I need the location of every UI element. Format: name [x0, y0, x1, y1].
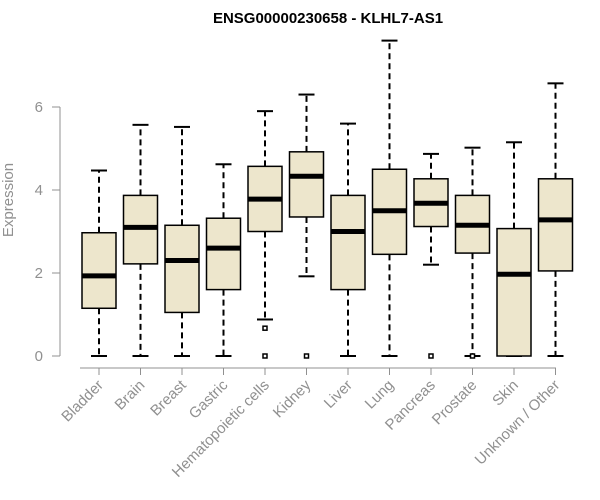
y-tick-label: 6 [35, 99, 43, 116]
x-tick-label: Prostate [429, 377, 481, 429]
box-group [247, 110, 283, 359]
box-iqr [496, 227, 532, 357]
x-tick-label: Breast [147, 376, 190, 419]
box-group [537, 82, 574, 357]
outlier-point [428, 353, 434, 359]
box-iqr [81, 231, 117, 310]
box-group [413, 152, 449, 359]
box-group [122, 123, 159, 357]
x-tick-label: Bladder [58, 377, 107, 426]
box-iqr [288, 151, 325, 218]
x-tick-label: Liver [321, 377, 356, 412]
y-tick-label: 0 [35, 348, 43, 365]
box-group [496, 141, 532, 357]
x-tick-label: Kidney [270, 376, 315, 421]
box-iqr [330, 194, 366, 291]
x-tick-label: Skin [489, 377, 522, 410]
box-group [81, 169, 117, 357]
y-tick-label: 2 [35, 265, 43, 282]
outlier-point [469, 353, 476, 359]
box-group [205, 163, 242, 357]
box-group [454, 146, 491, 359]
box-group [371, 39, 408, 357]
box-iqr [205, 217, 242, 291]
y-ticks: 0 2 4 6 [35, 99, 60, 365]
outlier-point [262, 353, 268, 359]
boxes [81, 39, 574, 359]
box-iqr [537, 178, 574, 272]
box-group [330, 122, 366, 357]
y-axis-label: Expression [0, 163, 17, 237]
box-group [288, 93, 325, 359]
outlier-point [262, 325, 268, 331]
box-group [164, 125, 200, 357]
box-iqr [164, 224, 200, 314]
chart-title: ENSG00000230658 - KLHL7-AS1 [213, 10, 443, 27]
y-tick-label: 4 [35, 182, 43, 199]
x-tick-label: Brain [112, 377, 149, 414]
outlier-point [303, 353, 310, 359]
x-tick-label: Lung [362, 377, 398, 413]
